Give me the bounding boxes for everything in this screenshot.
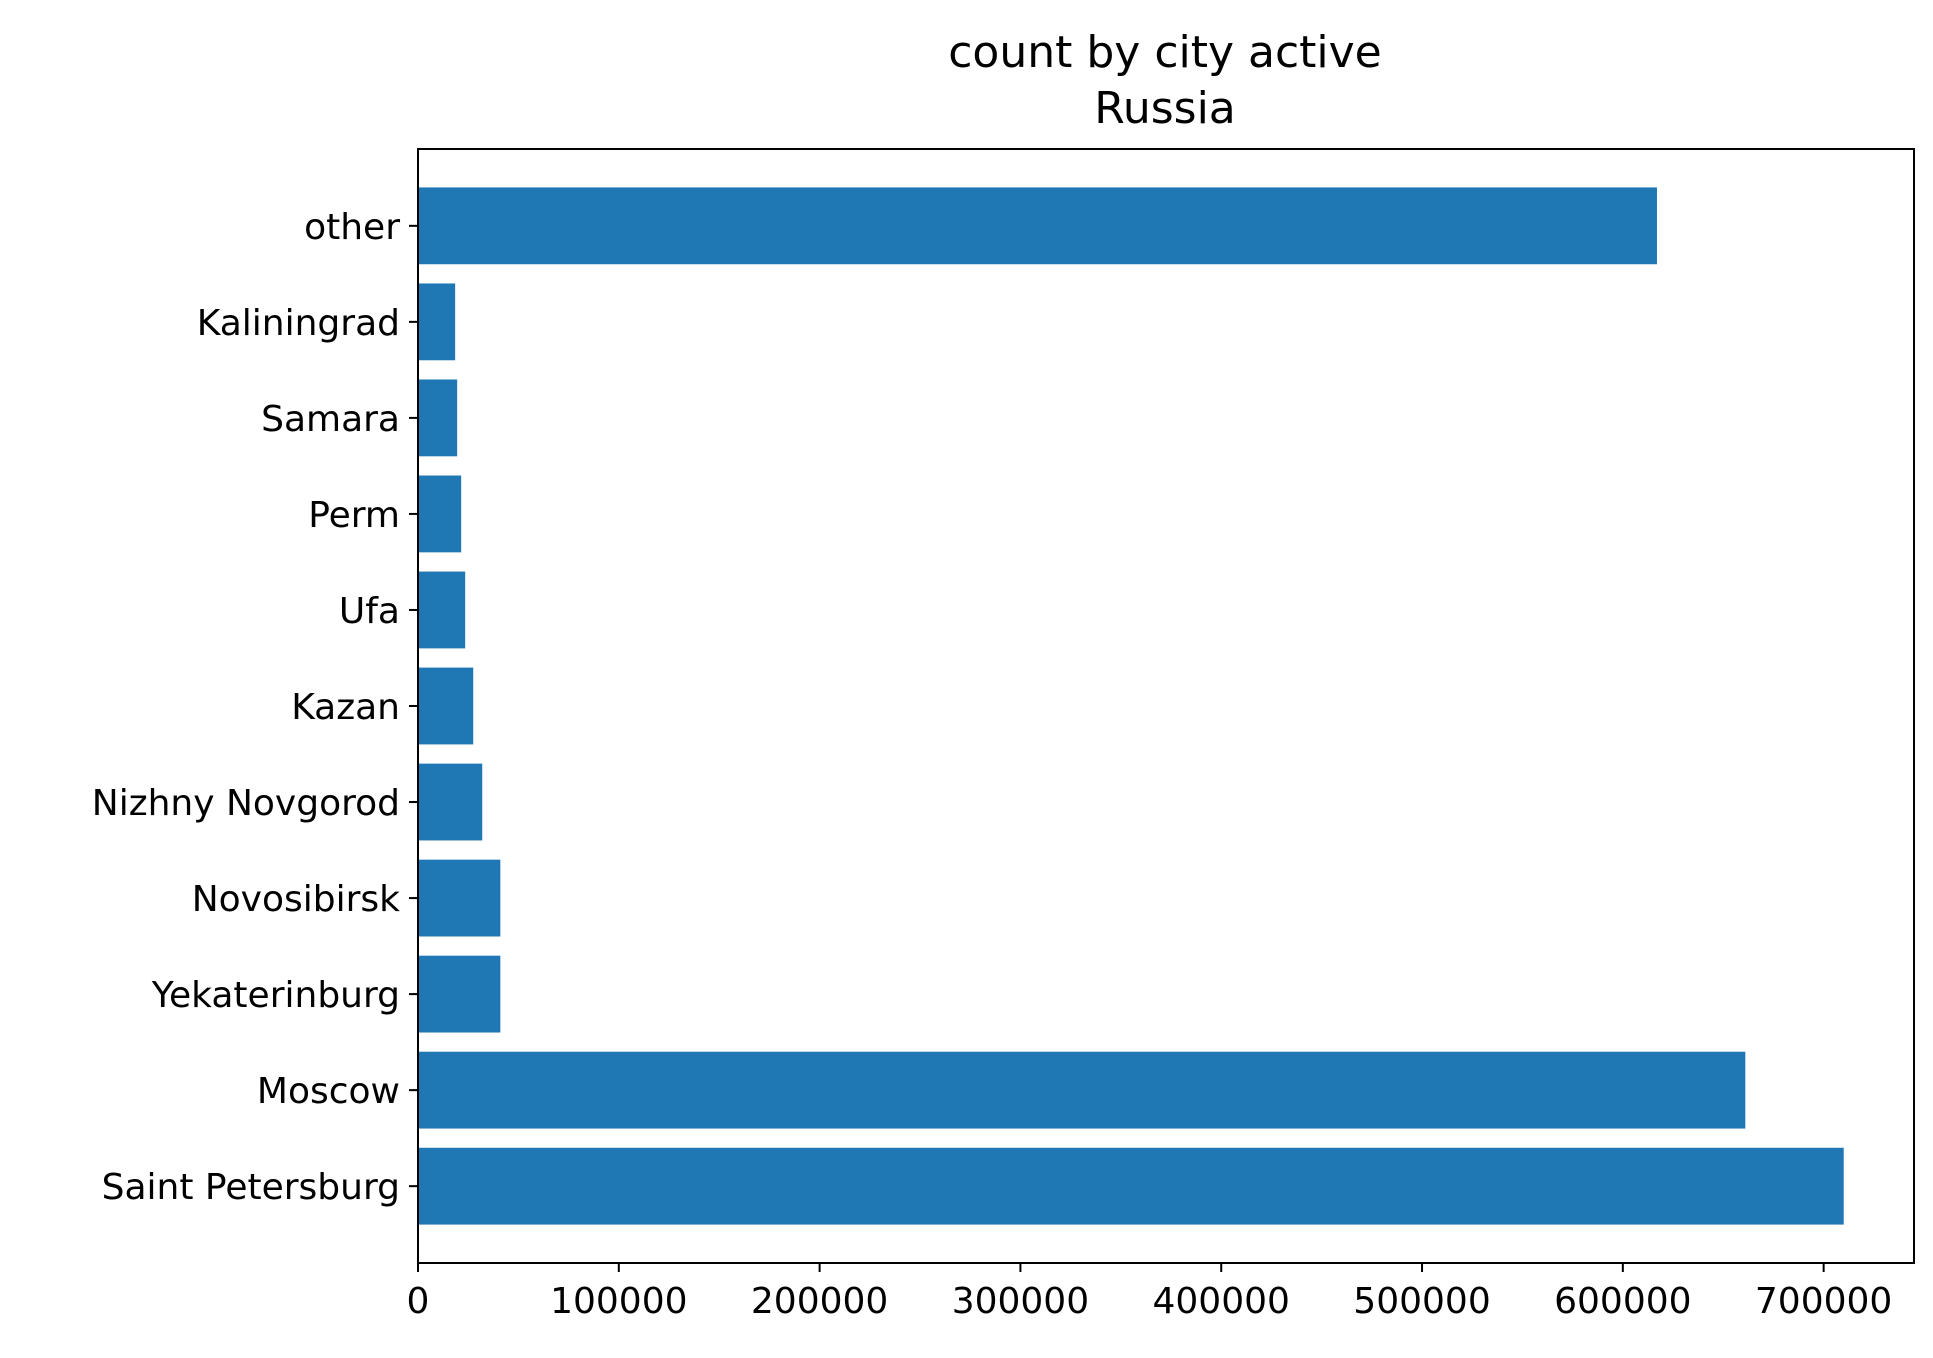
bar-saint-petersburg — [418, 1147, 1844, 1225]
bar-novosibirsk — [418, 859, 501, 937]
y-tick-label: Ufa — [339, 591, 400, 632]
bars-group — [418, 187, 1844, 1225]
y-tick-label: Saint Petersburg — [102, 1167, 400, 1208]
bar-nizhny-novgorod — [418, 763, 483, 841]
chart-title: count by city active — [948, 27, 1382, 78]
y-tick-label: Samara — [261, 399, 400, 440]
y-tick-label: other — [304, 207, 400, 248]
bar-yekaterinburg — [418, 955, 501, 1033]
y-tick-label: Kaliningrad — [197, 303, 400, 344]
y-tick-label: Novosibirsk — [192, 879, 400, 920]
y-tick-label: Yekaterinburg — [151, 975, 400, 1016]
bar-samara — [418, 379, 458, 457]
y-tick-label: Moscow — [257, 1071, 400, 1112]
y-tick-label: Kazan — [291, 687, 400, 728]
x-tick-label: 600000 — [1554, 1281, 1691, 1322]
x-axis-ticks: 0 100000 200000 300000 400000 500000 600000 700… — [407, 1263, 1892, 1322]
bar-perm — [418, 475, 462, 553]
bar-other — [418, 187, 1657, 265]
plot-frame — [417, 148, 1915, 1264]
x-tick-label: 200000 — [751, 1281, 888, 1322]
x-tick-label: 300000 — [952, 1281, 1089, 1322]
x-tick-label: 700000 — [1755, 1281, 1892, 1322]
bar-kaliningrad — [418, 283, 456, 361]
y-tick-label: Nizhny Novgorod — [92, 783, 400, 824]
chart-subtitle: Russia — [1094, 83, 1236, 134]
x-tick-label: 100000 — [550, 1281, 687, 1322]
y-tick-label: Perm — [308, 495, 400, 536]
bar-ufa — [418, 571, 466, 649]
x-tick-label: 0 — [407, 1281, 430, 1322]
bar-kazan — [418, 667, 474, 745]
y-axis-ticks: Saint Petersburg Moscow Yekaterinburg Novos… — [92, 207, 418, 1208]
x-tick-label: 400000 — [1153, 1281, 1290, 1322]
x-tick-label: 500000 — [1353, 1281, 1490, 1322]
bar-moscow — [418, 1051, 1746, 1129]
